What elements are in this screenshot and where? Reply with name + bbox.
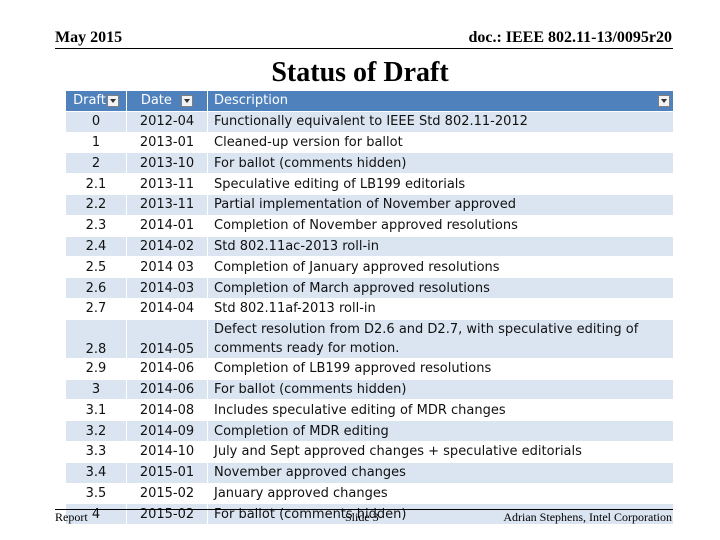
cell-description: Completion of November approved resoluti… [207, 215, 673, 237]
cell-description: Completion of January approved resolutio… [207, 256, 673, 279]
table-row: 3.3 2014-10 July and Sept approved changes… [66, 441, 673, 463]
cell-description: January approved changes [207, 483, 673, 505]
cell-date: 2014 03 [126, 256, 208, 279]
cell-draft: 3.5 [66, 483, 127, 505]
cell-description: Defect resolution from D2.6 and D2.7, wi… [207, 319, 673, 359]
cell-draft: 3.4 [66, 462, 127, 484]
filter-dropdown-icon[interactable] [181, 94, 194, 107]
cell-description: July and Sept approved changes + specula… [207, 441, 673, 463]
footer-slide-number: Slide 3 [345, 510, 379, 524]
cell-description: Std 802.11af-2013 roll-in [207, 298, 673, 320]
footer-left: Report [55, 510, 88, 524]
cell-description: For ballot (comments hidden) [207, 379, 673, 401]
cell-draft: 2.2 [66, 194, 127, 216]
table-row: 2.7 2014-04 Std 802.11af-2013 roll-in [66, 298, 673, 320]
cell-date: 2013-11 [126, 173, 208, 195]
cell-draft: 2.8 [66, 319, 127, 359]
cell-draft: 2.9 [66, 358, 127, 380]
cell-date: 2014-06 [126, 358, 208, 380]
cell-draft: 3 [66, 379, 127, 401]
cell-date: 2013-11 [126, 194, 208, 216]
cell-date: 2015-02 [126, 503, 208, 526]
cell-draft: 2.3 [66, 215, 127, 237]
table-row: 2 2013-10 For ballot (comments hidden) [66, 152, 673, 175]
cell-date: 2014-03 [126, 277, 208, 299]
filter-dropdown-icon[interactable] [106, 94, 119, 107]
cell-date: 2014-08 [126, 399, 208, 422]
header-rule [55, 48, 673, 49]
cell-draft: 3.2 [66, 420, 127, 442]
cell-draft: 2.1 [66, 173, 127, 195]
filter-dropdown-icon[interactable] [658, 95, 670, 107]
draft-status-table: Draft Date Description 0 2012-04 Functiona… [66, 91, 673, 526]
column-header-date[interactable]: Date [126, 91, 208, 112]
table-row: 3.2 2014-09 Completion of MDR editing [66, 420, 673, 442]
table-row: 3.1 2014-08 Includes speculative editing o… [66, 399, 673, 422]
table-row: 2.1 2013-11 Speculative editing of LB199 e… [66, 173, 673, 195]
table-row: 2.8 2014-05 Defect resolution from D2.6 an… [66, 319, 673, 359]
cell-draft: 3.1 [66, 399, 127, 422]
table-row: 3.5 2015-02 January approved changes [66, 483, 673, 505]
cell-description: Cleaned-up version for ballot [207, 132, 673, 154]
cell-date: 2014-02 [126, 236, 208, 258]
table-row: 3 2014-06 For ballot (comments hidden) [66, 379, 673, 401]
table-row: 2.9 2014-06 Completion of LB199 approved r… [66, 358, 673, 380]
cell-description: For ballot (comments hidden) [207, 152, 673, 175]
cell-date: 2014-04 [126, 298, 208, 320]
table-row: 2.2 2013-11 Partial implementation of Nove… [66, 194, 673, 216]
header-doc-id: doc.: IEEE 802.11-13/0095r20 [468, 29, 672, 46]
cell-date: 2014-01 [126, 215, 208, 237]
cell-date: 2014-06 [126, 379, 208, 401]
footer-rule [55, 509, 673, 510]
table-row: 0 2012-04 Functionally equivalent to IEEE … [66, 111, 673, 133]
cell-description: Completion of MDR editing [207, 420, 673, 442]
column-label-description: Description [214, 93, 289, 109]
column-label-date: Date [140, 93, 172, 109]
cell-date: 2013-01 [126, 132, 208, 154]
cell-description: November approved changes [207, 462, 673, 484]
column-label-draft: Draft [73, 93, 106, 109]
cell-date: 2013-10 [126, 152, 208, 175]
table-row: 2.5 2014 03 Completion of January approved… [66, 256, 673, 279]
cell-draft: 2.7 [66, 298, 127, 320]
cell-draft: 1 [66, 132, 127, 154]
cell-draft: 0 [66, 111, 127, 133]
cell-description: Std 802.11ac-2013 roll-in [207, 236, 673, 258]
cell-draft: 2.6 [66, 277, 127, 299]
table-row: 2.4 2014-02 Std 802.11ac-2013 roll-in [66, 236, 673, 258]
header-date: May 2015 [55, 29, 123, 46]
cell-date: 2014-05 [126, 319, 208, 359]
cell-date: 2014-10 [126, 441, 208, 463]
cell-draft: 2.5 [66, 256, 127, 279]
cell-date: 2012-04 [126, 111, 208, 133]
slide-title: Status of Draft [271, 57, 449, 88]
cell-date: 2015-02 [126, 483, 208, 505]
column-header-draft[interactable]: Draft [66, 91, 127, 112]
cell-description: Functionally equivalent to IEEE Std 802.… [207, 111, 673, 133]
table-header-row: Draft Date Description [66, 91, 673, 112]
column-header-description[interactable]: Description [207, 91, 673, 112]
table-row: 2.6 2014-03 Completion of March approved r… [66, 277, 673, 299]
table-row: 2.3 2014-01 Completion of November approve… [66, 215, 673, 237]
cell-description: Speculative editing of LB199 editorials [207, 173, 673, 195]
cell-description: Includes speculative editing of MDR chan… [207, 399, 673, 422]
cell-description: Completion of March approved resolutions [207, 277, 673, 299]
cell-description: Partial implementation of November appro… [207, 194, 673, 216]
table-row: 3.4 2015-01 November approved changes [66, 462, 673, 484]
cell-date: 2014-09 [126, 420, 208, 442]
footer-author: Adrian Stephens, Intel Corporation [503, 510, 672, 524]
cell-date: 2015-01 [126, 462, 208, 484]
cell-description: Completion of LB199 approved resolutions [207, 358, 673, 380]
table-row: 1 2013-01 Cleaned-up version for ballot [66, 132, 673, 154]
cell-draft: 3.3 [66, 441, 127, 463]
cell-draft: 2 [66, 152, 127, 175]
cell-draft: 2.4 [66, 236, 127, 258]
table-body: 0 2012-04 Functionally equivalent to IEEE … [66, 111, 673, 526]
